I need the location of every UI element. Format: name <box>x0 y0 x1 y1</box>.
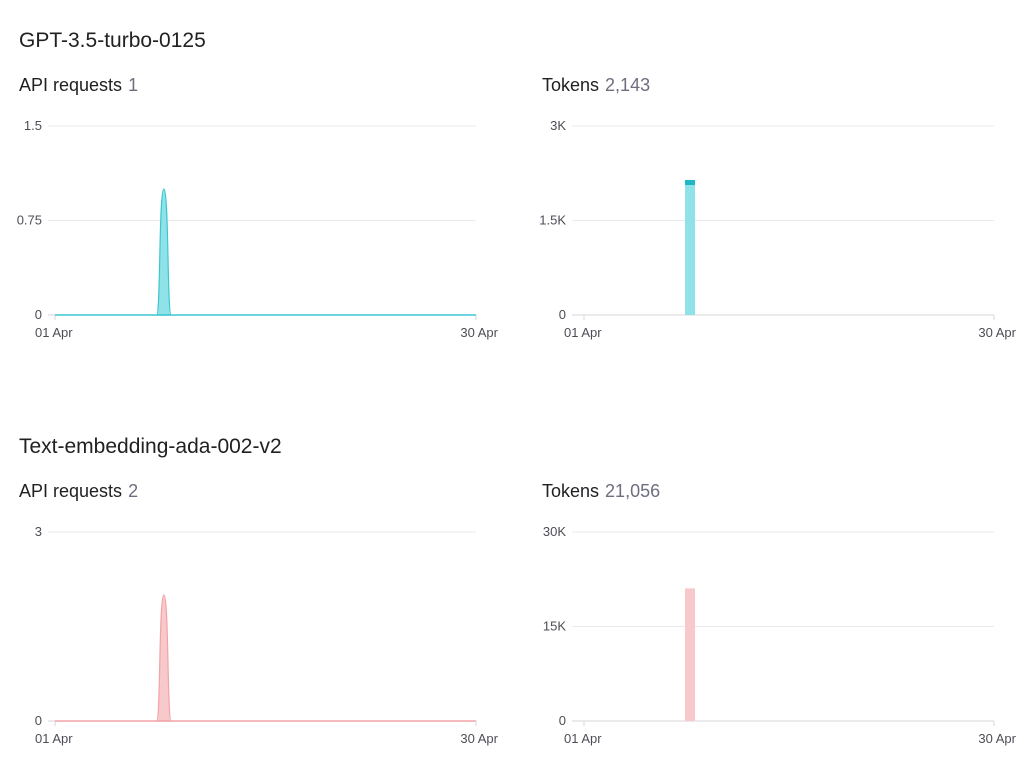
y-tick-label: 30K <box>543 524 566 539</box>
requests-label: API requests <box>19 481 123 501</box>
tokens-value: 21,056 <box>605 481 661 501</box>
y-tick-label: 1.5K <box>539 213 566 228</box>
tokens-value: 2,143 <box>605 75 651 95</box>
requests-metric-gpt35: API requests 1 <box>19 75 138 96</box>
requests-chart-ada[interactable]: 0 3 01 Apr 30 Apr <box>0 516 512 756</box>
requests-metric-ada: API requests 2 <box>19 481 138 502</box>
y-tick-label: 3 <box>35 524 42 539</box>
requests-chart-gpt35[interactable]: 0 0.75 1.5 01 Apr 30 Apr <box>0 110 512 350</box>
x-tick-label: 30 Apr <box>978 731 1016 746</box>
x-tick-label: 01 Apr <box>564 731 602 746</box>
x-tick-label: 01 Apr <box>35 325 73 340</box>
x-tick-label: 01 Apr <box>35 731 73 746</box>
bar <box>685 185 696 315</box>
y-tick-label: 0.75 <box>17 213 42 228</box>
y-tick-label: 0 <box>35 307 42 322</box>
x-tick-label: 30 Apr <box>460 731 498 746</box>
section-title-ada: Text-embedding-ada-002-v2 <box>19 435 282 458</box>
x-tick-label: 30 Apr <box>978 325 1016 340</box>
y-tick-label: 0 <box>559 713 566 728</box>
tokens-chart-ada[interactable]: 0 15K 30K 01 Apr 30 Apr <box>512 516 1024 756</box>
x-tick-label: 30 Apr <box>460 325 498 340</box>
requests-label: API requests <box>19 75 123 95</box>
tokens-metric-gpt35: Tokens 2,143 <box>542 75 650 96</box>
bar <box>685 179 696 186</box>
y-tick-label: 0 <box>35 713 42 728</box>
series-area <box>156 594 172 722</box>
tokens-chart-gpt35[interactable]: 0 1.5K 3K 01 Apr 30 Apr <box>512 110 1024 350</box>
y-tick-label: 3K <box>550 118 566 133</box>
requests-value: 2 <box>128 481 139 501</box>
bar <box>685 588 696 721</box>
tokens-metric-ada: Tokens 21,056 <box>542 481 660 502</box>
series-area <box>156 188 172 316</box>
y-tick-label: 0 <box>559 307 566 322</box>
x-tick-label: 01 Apr <box>564 325 602 340</box>
tokens-label: Tokens <box>542 75 600 95</box>
y-tick-label: 15K <box>543 619 566 634</box>
requests-value: 1 <box>128 75 139 95</box>
section-title-gpt35: GPT-3.5-turbo-0125 <box>19 29 206 52</box>
y-tick-label: 1.5 <box>24 118 42 133</box>
tokens-label: Tokens <box>542 481 600 501</box>
